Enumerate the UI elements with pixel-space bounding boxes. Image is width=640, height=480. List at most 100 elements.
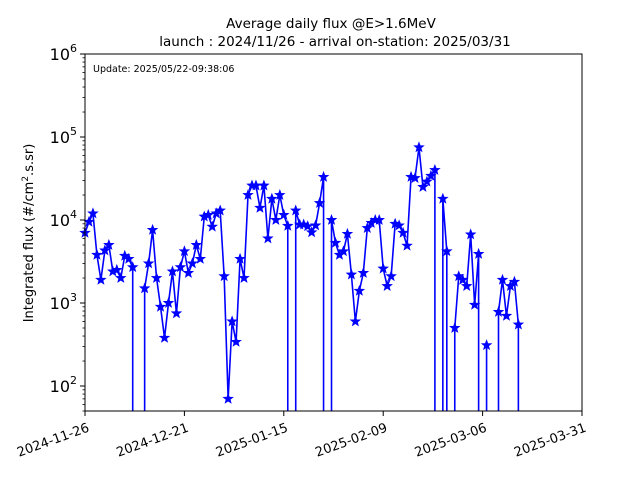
data-point xyxy=(341,227,354,239)
data-point xyxy=(289,204,302,216)
y-tick-exponent: 6 xyxy=(70,42,77,55)
data-point xyxy=(425,169,437,181)
data-point xyxy=(274,188,286,200)
y-tick-label: 103 xyxy=(50,291,77,313)
data-point xyxy=(413,141,425,153)
data-point xyxy=(397,226,409,238)
y-axis-label: Integrated flux (#/cm2.s.sr) xyxy=(21,144,37,323)
data-point xyxy=(230,335,242,347)
y-tick-exponent: 2 xyxy=(70,374,77,387)
data-point xyxy=(190,238,203,250)
y-axis-label-superscript: 2 xyxy=(21,176,31,182)
data-point xyxy=(429,163,441,175)
data-point xyxy=(437,192,449,204)
data-point xyxy=(385,270,397,282)
data-point xyxy=(214,204,226,216)
data-point xyxy=(381,280,393,291)
y-axis-label-tail: .s.sr) xyxy=(22,144,37,176)
y-tick-exponent: 3 xyxy=(70,291,77,304)
data-point xyxy=(480,339,493,351)
y-tick-label: 102 xyxy=(50,374,77,396)
data-point xyxy=(393,219,405,231)
data-point xyxy=(226,315,238,327)
data-point xyxy=(317,170,330,182)
data-point xyxy=(441,245,453,257)
data-point xyxy=(87,207,99,219)
data-point xyxy=(353,284,366,296)
data-point xyxy=(115,271,127,283)
data-point xyxy=(456,273,469,285)
data-point xyxy=(146,223,159,235)
data-point xyxy=(174,261,187,273)
data-point xyxy=(238,271,250,283)
data-point xyxy=(401,239,413,251)
data-point xyxy=(182,266,195,278)
data-point xyxy=(242,188,254,200)
y-tick-base: 10 xyxy=(50,211,70,230)
data-point xyxy=(309,219,322,231)
data-point xyxy=(325,213,338,225)
data-point xyxy=(91,248,103,260)
data-point xyxy=(357,266,370,278)
data-point xyxy=(254,201,266,213)
data-point xyxy=(305,226,318,238)
data-point xyxy=(373,213,385,225)
data-point xyxy=(166,265,179,277)
chart-title: Average daily flux @E>1.6MeV xyxy=(226,16,436,32)
y-tick-label: 106 xyxy=(50,42,77,64)
data-point xyxy=(512,318,525,330)
data-point xyxy=(222,392,234,404)
y-tick-label: 104 xyxy=(50,208,77,230)
series-layer xyxy=(79,141,525,411)
data-point xyxy=(103,238,115,250)
chart-subtitle: launch : 2024/11/26 - arrival on-station… xyxy=(159,34,511,50)
data-point xyxy=(278,208,290,220)
data-point xyxy=(142,257,155,269)
data-point xyxy=(464,228,477,240)
data-point xyxy=(449,321,461,333)
data-point xyxy=(234,252,246,264)
data-point xyxy=(417,180,429,192)
data-point xyxy=(122,252,135,264)
series-line xyxy=(497,279,520,411)
y-tick-base: 10 xyxy=(50,45,70,64)
y-tick-exponent: 4 xyxy=(70,208,77,221)
data-point xyxy=(313,197,326,208)
data-point xyxy=(111,263,123,275)
data-point xyxy=(329,236,342,248)
data-point xyxy=(282,219,294,231)
y-axis-label-main: Integrated flux (#/cm xyxy=(22,182,37,323)
y-tick-base: 10 xyxy=(50,377,70,396)
plot-area xyxy=(79,53,583,412)
data-point xyxy=(266,192,278,204)
data-point xyxy=(361,222,374,233)
data-point xyxy=(270,213,282,225)
data-point xyxy=(158,331,171,343)
data-point xyxy=(95,273,107,285)
data-point xyxy=(468,298,481,310)
data-point xyxy=(460,280,473,291)
data-point xyxy=(345,268,358,280)
data-point xyxy=(409,172,421,183)
y-tick-label: 105 xyxy=(50,125,77,147)
data-point xyxy=(99,244,111,256)
series-line xyxy=(442,198,448,411)
y-tick-base: 10 xyxy=(50,294,70,313)
y-tick-base: 10 xyxy=(50,128,70,147)
data-point xyxy=(206,220,218,232)
data-point xyxy=(496,273,509,285)
y-tick-exponent: 5 xyxy=(70,125,77,138)
data-point xyxy=(154,300,167,312)
data-point xyxy=(170,307,183,319)
data-point xyxy=(150,271,163,283)
data-point xyxy=(492,305,505,317)
data-point xyxy=(349,315,362,327)
data-point xyxy=(202,208,215,220)
data-point xyxy=(258,179,270,191)
data-point xyxy=(500,309,513,321)
data-point xyxy=(162,296,175,308)
data-point xyxy=(337,245,350,257)
